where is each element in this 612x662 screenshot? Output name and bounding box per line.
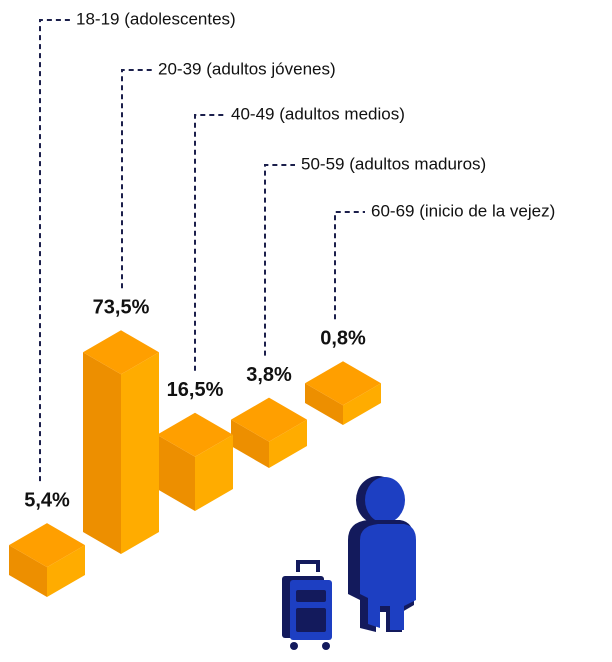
- leader-line: [121, 69, 152, 289]
- bar-right-face: [343, 383, 381, 425]
- value-label: 3,8%: [246, 364, 292, 386]
- bar-right-face: [195, 434, 233, 511]
- leader-line: [194, 114, 225, 371]
- traveller-icon: [282, 476, 416, 650]
- bar-left-face: [83, 352, 121, 554]
- bar-top-face: [83, 330, 159, 375]
- value-label: 0,8%: [320, 328, 366, 350]
- leader-line: [39, 19, 70, 482]
- bar-left-face: [9, 545, 47, 597]
- category-label: 18-19 (adolescentes): [76, 9, 236, 28]
- value-label: 5,4%: [24, 489, 70, 511]
- leader-line: [264, 164, 295, 356]
- bar-right-face: [269, 419, 307, 468]
- category-label: 60-69 (inicio de la vejez): [371, 201, 555, 220]
- bar: [157, 412, 233, 511]
- category-label: 20-39 (adultos jóvenes): [158, 59, 336, 78]
- bar-right-face: [47, 545, 85, 597]
- value-label: 16,5%: [167, 379, 224, 401]
- bar: [83, 330, 159, 554]
- bar-top-face: [305, 361, 381, 406]
- bar-left-face: [157, 434, 195, 511]
- bar: [9, 523, 85, 597]
- value-label: 73,5%: [93, 297, 150, 319]
- bar: [305, 361, 381, 425]
- category-label: 50-59 (adultos maduros): [301, 154, 486, 173]
- bar-left-face: [305, 383, 343, 425]
- bar-right-face: [121, 352, 159, 554]
- bar-top-face: [9, 523, 85, 568]
- bar-left-face: [231, 419, 269, 468]
- bar-top-face: [157, 412, 233, 457]
- bar: [231, 397, 307, 468]
- bar-top-face: [231, 397, 307, 442]
- leader-line: [334, 211, 365, 320]
- category-label: 40-49 (adultos medios): [231, 104, 405, 123]
